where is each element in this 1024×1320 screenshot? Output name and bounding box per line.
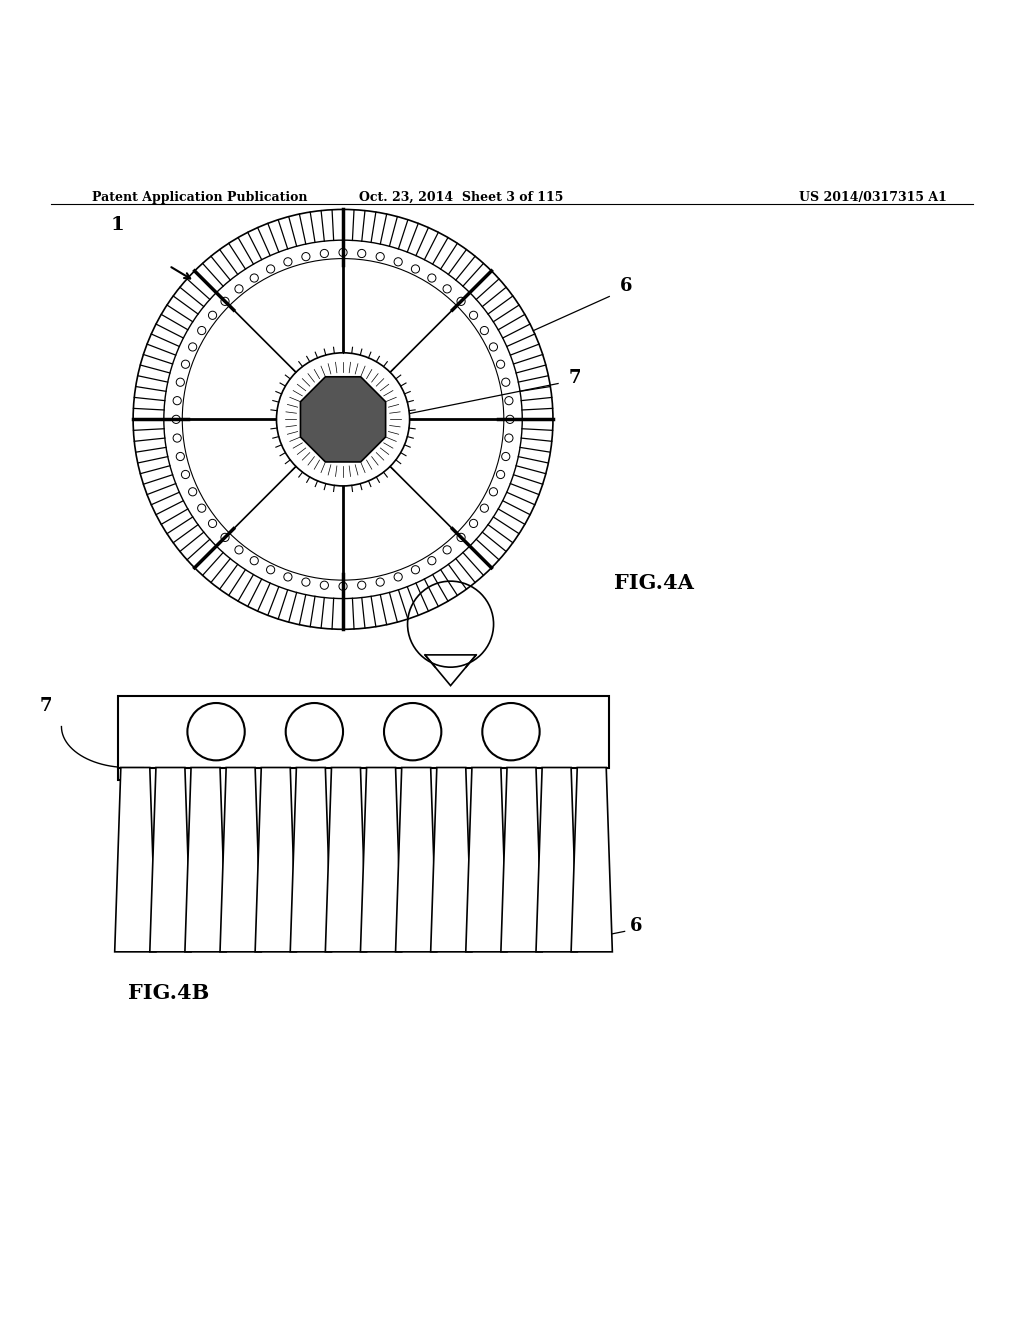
Text: 7: 7 [40,697,52,715]
Polygon shape [300,376,386,462]
Text: 1: 1 [111,215,125,234]
Text: 6: 6 [630,917,642,936]
Polygon shape [395,767,437,952]
Text: Patent Application Publication: Patent Application Publication [92,191,307,205]
Polygon shape [501,767,542,952]
Polygon shape [466,767,507,952]
Text: Oct. 23, 2014  Sheet 3 of 115: Oct. 23, 2014 Sheet 3 of 115 [358,191,563,205]
Text: 7: 7 [568,370,581,387]
Circle shape [276,352,410,486]
Polygon shape [185,767,226,952]
Circle shape [482,704,540,760]
Circle shape [384,704,441,760]
Polygon shape [360,767,401,952]
Polygon shape [118,767,143,780]
Text: 6: 6 [620,277,632,296]
Polygon shape [220,767,261,952]
Polygon shape [571,767,612,952]
Polygon shape [536,767,578,952]
Circle shape [187,704,245,760]
Bar [118,696,609,767]
Polygon shape [115,767,156,952]
Polygon shape [431,767,472,952]
Polygon shape [290,767,332,952]
Polygon shape [255,767,296,952]
Text: US 2014/0317315 A1: US 2014/0317315 A1 [799,191,946,205]
Text: FIG.4B: FIG.4B [128,983,209,1003]
Polygon shape [326,767,367,952]
Polygon shape [150,767,191,952]
Text: FIG.4A: FIG.4A [614,573,694,593]
Circle shape [286,704,343,760]
